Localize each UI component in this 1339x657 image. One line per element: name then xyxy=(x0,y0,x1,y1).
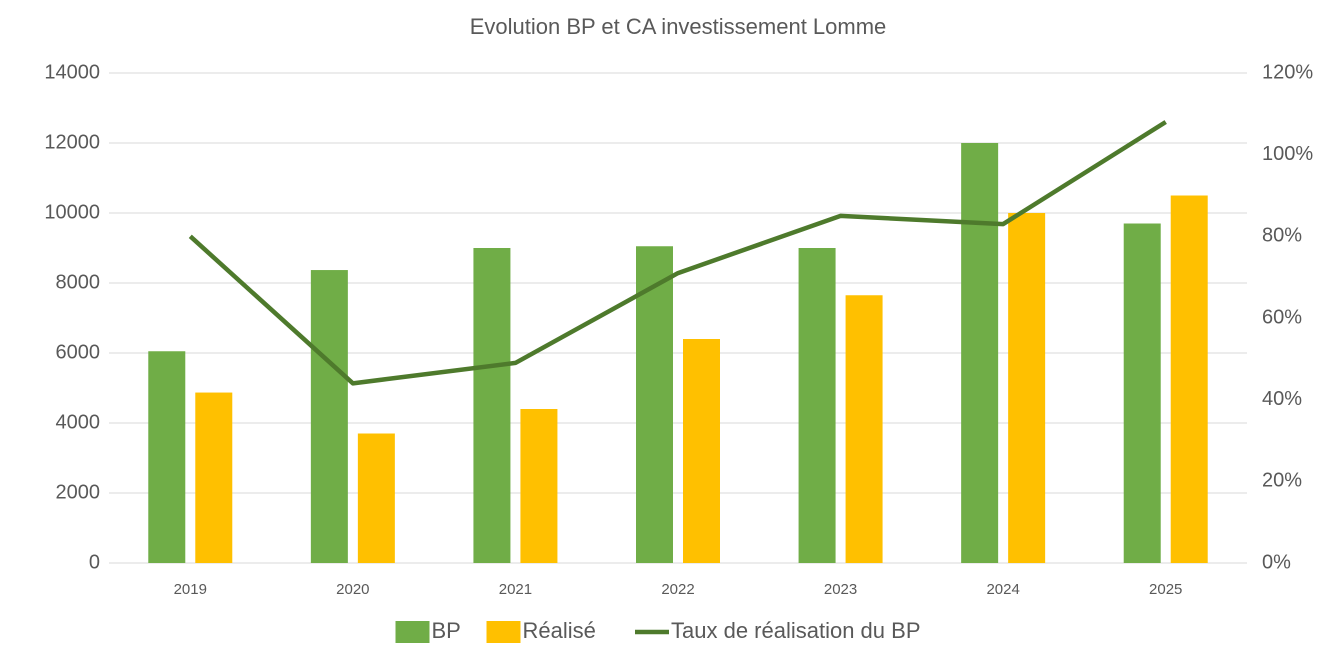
bar xyxy=(798,248,836,563)
legend-swatch xyxy=(395,621,430,643)
y-tick-label: 14000 xyxy=(44,61,100,83)
bar xyxy=(310,270,348,563)
y-tick-label: 8000 xyxy=(56,271,101,293)
bar xyxy=(357,433,395,563)
chart-title: Evolution BP et CA investissement Lomme xyxy=(470,14,887,39)
x-tick-label: 2021 xyxy=(499,581,532,598)
x-tick-label: 2023 xyxy=(824,581,857,598)
y2-tick-label: 60% xyxy=(1262,306,1302,328)
bar xyxy=(1123,223,1161,563)
bar xyxy=(683,339,720,563)
legend-label: BP xyxy=(432,618,461,643)
y-tick-label: 0 xyxy=(89,551,100,573)
x-tick-label: 2019 xyxy=(174,581,207,598)
legend-swatch xyxy=(486,621,521,643)
bar xyxy=(148,351,186,563)
y2-tick-label: 120% xyxy=(1262,61,1313,83)
y-tick-label: 4000 xyxy=(56,411,101,433)
y2-tick-label: 80% xyxy=(1262,225,1302,247)
bar xyxy=(473,248,511,563)
y-tick-label: 12000 xyxy=(44,131,100,153)
bar xyxy=(1008,213,1046,563)
bar xyxy=(1170,195,1208,563)
y2-tick-label: 20% xyxy=(1262,470,1302,492)
x-tick-label: 2024 xyxy=(986,581,1019,598)
line xyxy=(188,120,1167,386)
x-tick-label: 2025 xyxy=(1149,581,1182,598)
y-tick-label: 10000 xyxy=(44,201,100,223)
bar xyxy=(961,143,999,563)
x-tick-label: 2020 xyxy=(336,581,369,598)
y-tick-label: 2000 xyxy=(56,481,101,503)
y-tick-label: 6000 xyxy=(56,341,101,363)
y2-tick-label: 40% xyxy=(1262,388,1302,410)
y2-tick-label: 0% xyxy=(1262,551,1291,573)
bar xyxy=(636,246,673,563)
bar xyxy=(520,409,558,563)
bar xyxy=(845,295,883,563)
x-tick-label: 2022 xyxy=(661,581,694,598)
legend-label: Taux de réalisation du BP xyxy=(671,618,921,643)
y2-tick-label: 100% xyxy=(1262,143,1313,165)
bar xyxy=(195,392,233,563)
legend-label: Réalisé xyxy=(523,618,596,643)
